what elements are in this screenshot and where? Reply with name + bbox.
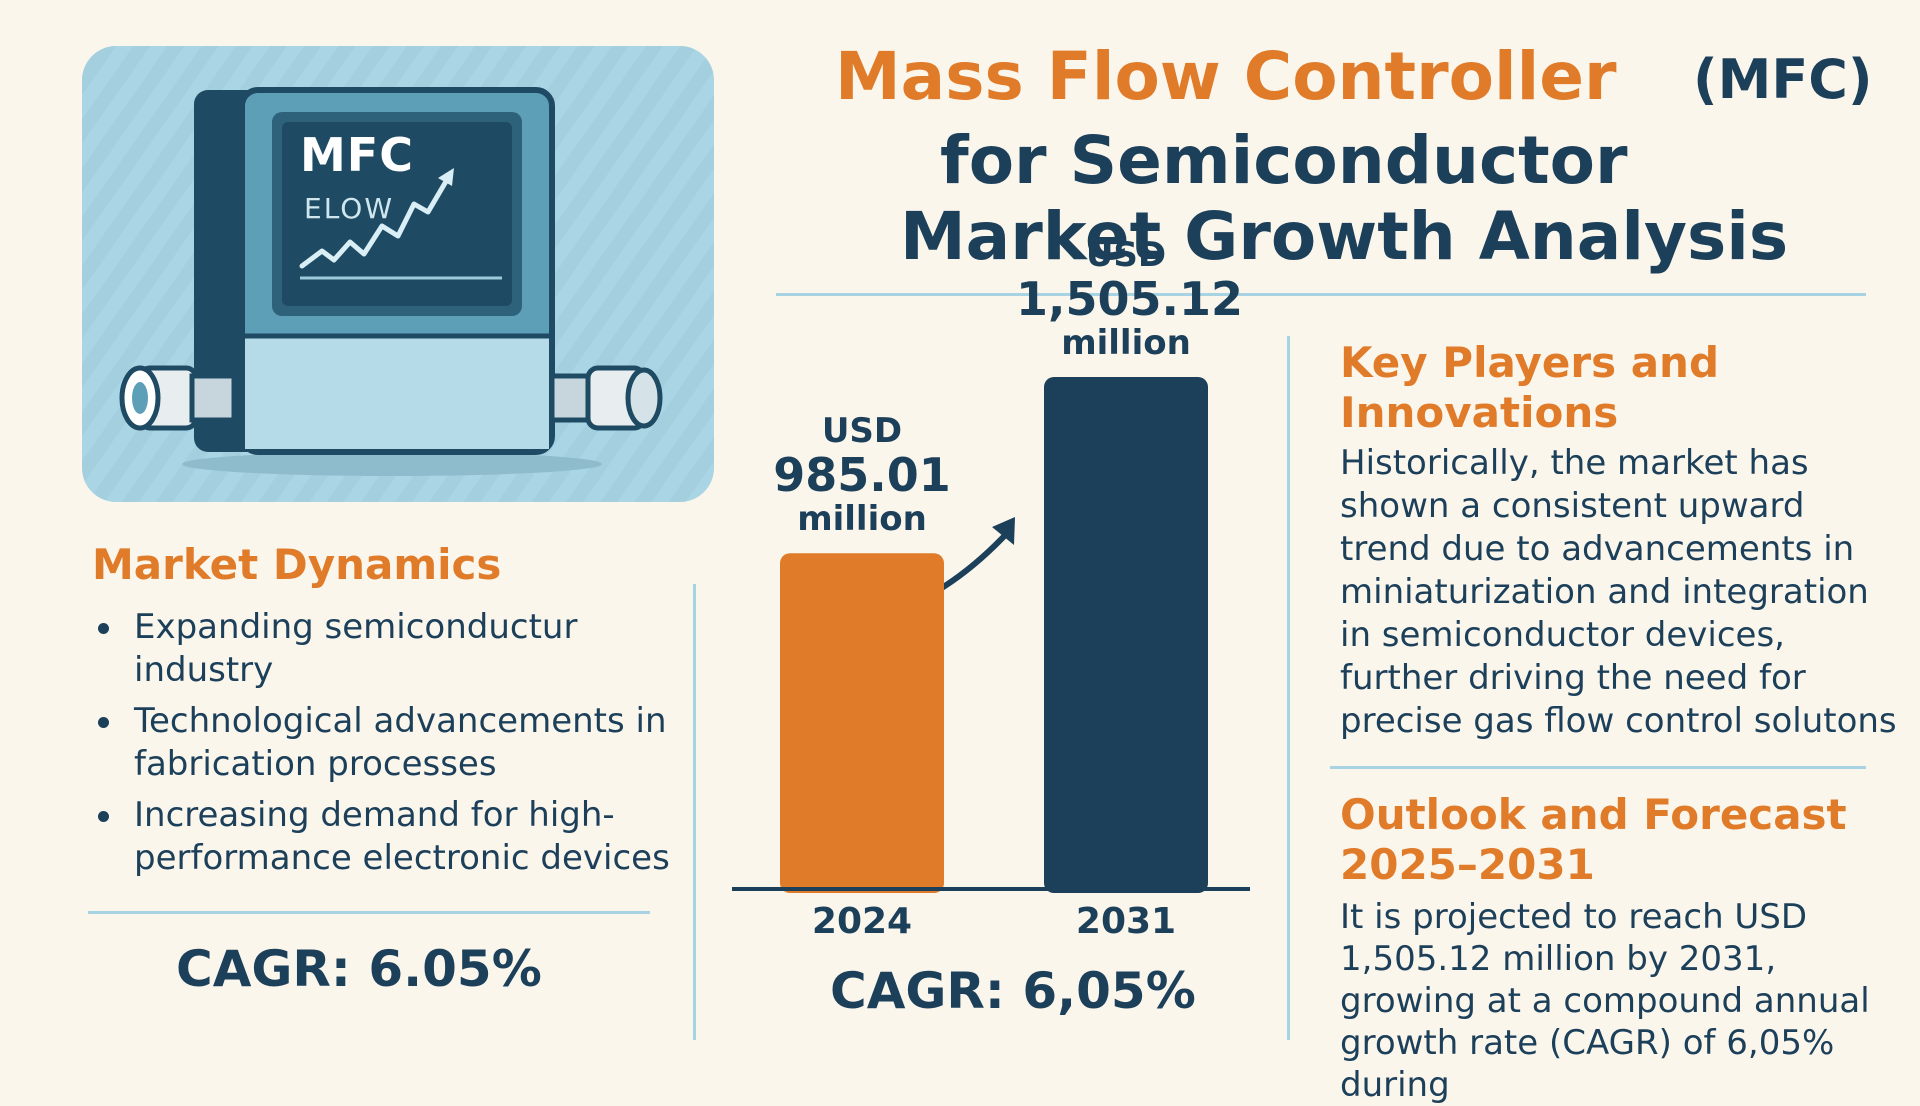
bar-chart-svg	[732, 377, 1250, 893]
list-item: Technological advancements in fabricatio…	[92, 700, 692, 786]
market-size-chart: USD 985.01 million USD 1,505.12 million …	[730, 235, 1260, 975]
key-players-text: Historically, the market has shown a con…	[1340, 443, 1897, 741]
cagr-chart-label: CAGR: 6,05%	[830, 962, 1196, 1020]
bar-value-prefix: USD	[821, 411, 903, 452]
bar-2024	[780, 553, 944, 893]
key-players-heading: Key Players and Innovations	[1340, 338, 1720, 437]
mfc-device-icon	[119, 87, 663, 476]
title-divider	[776, 293, 1866, 296]
bar-value-prefix: USD	[1085, 235, 1167, 275]
x-tick-label-2024: 2024	[811, 901, 913, 942]
cagr-left-label: CAGR: 6.05%	[176, 940, 542, 998]
bar-value-unit: million	[797, 499, 927, 540]
market-dynamics-list: Expanding semiconductur industry Technol…	[92, 606, 692, 888]
title-line2: for Semiconductor	[940, 122, 1628, 199]
growth-arrow-head-icon	[992, 517, 1015, 545]
screen-title: MFC	[300, 128, 414, 182]
bar-2031	[1044, 377, 1208, 893]
title-line1-abbr: (MFC)	[1693, 48, 1873, 111]
outlook-heading: Outlook and Forecast 2025–2031	[1340, 790, 1847, 889]
list-item: Expanding semiconductur industry	[92, 606, 692, 692]
market-dynamics-heading: Market Dynamics	[92, 540, 502, 589]
bar-value-number: 1,505.12	[1016, 272, 1243, 326]
market-dynamics-divider	[88, 911, 650, 914]
screen-subtitle: ELOW	[304, 192, 395, 225]
title-line3: Market Growth Analysis	[900, 198, 1789, 275]
bar-value-number: 985.01	[773, 448, 951, 503]
bar-value-unit: million	[1061, 323, 1191, 363]
bar-value-label-2031: USD 1,505.12 million	[1016, 235, 1243, 363]
bar-value-label-2024: USD 985.01 million	[752, 411, 972, 539]
title-line1-main: Mass Flow Controller	[835, 38, 1617, 115]
outlook-text: It is projected to reach USD 1,505.12 mi…	[1340, 897, 1870, 1105]
mfc-illustration: MFC ELOW	[82, 46, 714, 502]
right-column-divider	[1287, 336, 1290, 1040]
list-item: Increasing demand for high-performance e…	[92, 794, 692, 880]
left-column-divider	[693, 584, 696, 1040]
key-players-divider	[1330, 766, 1866, 769]
x-tick-label-2031: 2031	[1075, 901, 1177, 942]
